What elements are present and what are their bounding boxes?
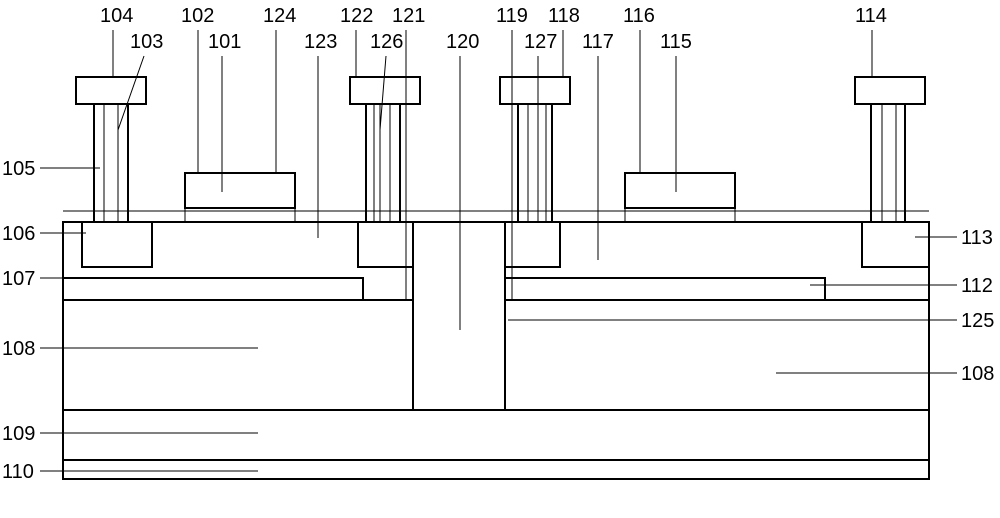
device-structure — [63, 77, 929, 479]
label-119: 119 — [496, 5, 528, 27]
label-108b: 108 — [961, 363, 994, 385]
well — [862, 222, 929, 267]
label-118: 118 — [548, 5, 580, 27]
gate — [185, 173, 295, 208]
layer-107 — [505, 278, 825, 300]
label-101: 101 — [208, 31, 241, 53]
contact-pad — [855, 77, 925, 104]
label-110: 110 — [2, 461, 34, 483]
well — [505, 222, 560, 267]
gate — [625, 173, 735, 208]
substrate-outline — [63, 222, 929, 479]
trench-120 — [413, 222, 505, 410]
label-120: 120 — [446, 31, 479, 53]
label-106: 106 — [2, 223, 35, 245]
label-105: 105 — [2, 158, 35, 180]
label-122: 122 — [340, 5, 373, 27]
labels: 1041031021011241231221261211201191271181… — [2, 5, 994, 483]
layer-108 — [505, 300, 929, 410]
label-104: 104 — [100, 5, 133, 27]
label-126: 126 — [370, 31, 403, 53]
label-114: 114 — [855, 5, 887, 27]
contact-pad — [350, 77, 420, 104]
label-121: 121 — [392, 5, 425, 27]
cross-section-diagram: 1041031021011241231221261211201191271181… — [0, 0, 1000, 513]
label-112: 112 — [961, 275, 993, 297]
label-109: 109 — [2, 423, 35, 445]
label-115: 115 — [660, 31, 692, 53]
label-107: 107 — [2, 268, 35, 290]
layer-108 — [63, 300, 413, 410]
layer-107 — [63, 278, 363, 300]
label-117: 117 — [582, 31, 614, 53]
label-102: 102 — [181, 5, 214, 27]
label-103: 103 — [130, 31, 163, 53]
label-127: 127 — [524, 31, 557, 53]
label-116: 116 — [623, 5, 655, 27]
well — [82, 222, 152, 267]
contact-pad — [500, 77, 570, 104]
label-108: 108 — [2, 338, 35, 360]
label-123: 123 — [304, 31, 337, 53]
label-124: 124 — [263, 5, 296, 27]
label-125: 125 — [961, 310, 994, 332]
label-113: 113 — [961, 227, 993, 249]
well — [358, 222, 413, 267]
